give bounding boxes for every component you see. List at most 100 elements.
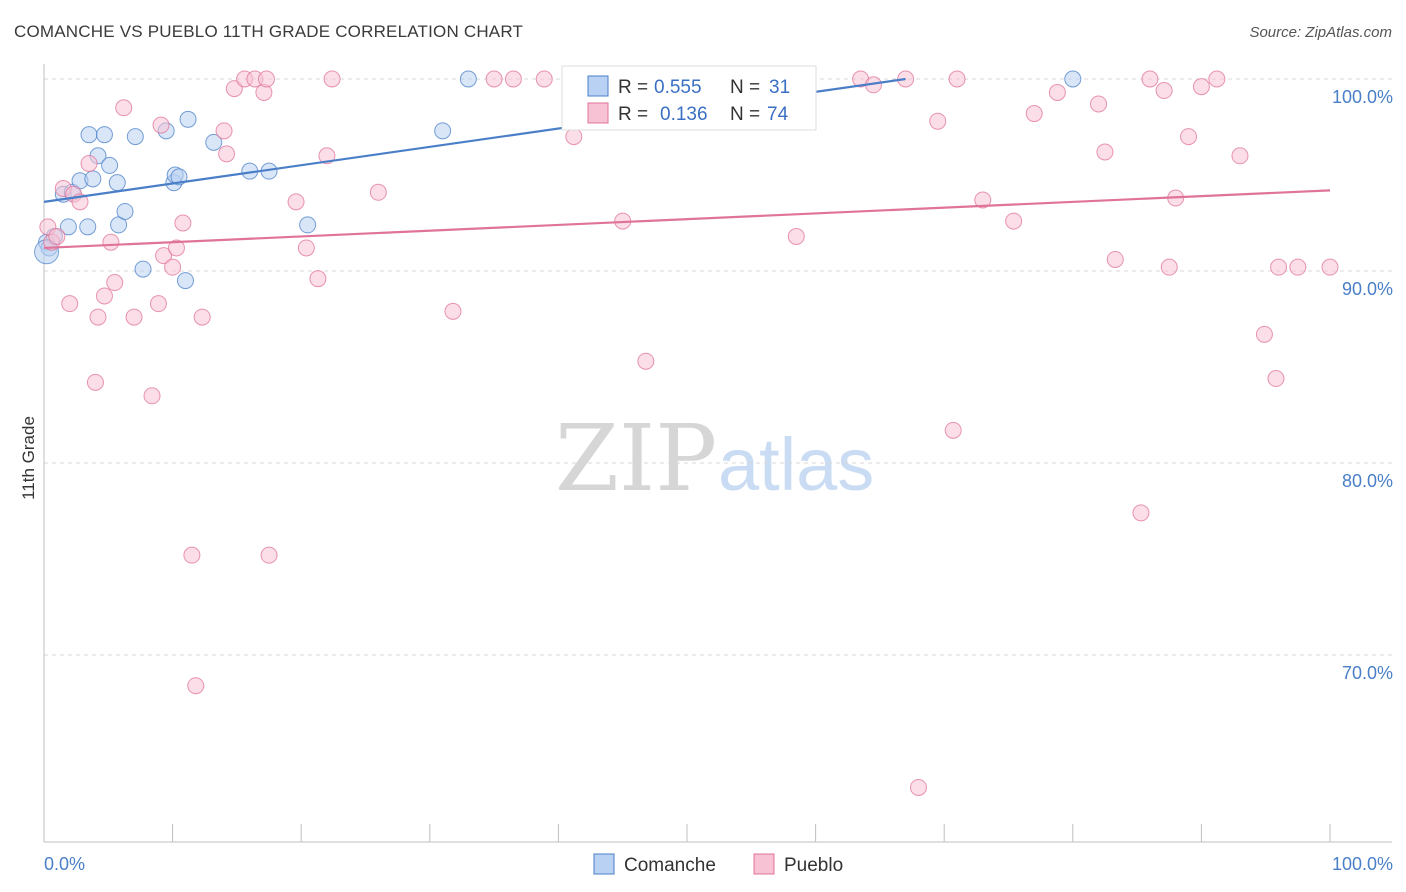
comanche-point bbox=[84, 170, 102, 188]
pueblo-point bbox=[323, 70, 341, 88]
comanche-point bbox=[1064, 70, 1082, 88]
legend-n-label-pueblo: N = bbox=[730, 104, 760, 125]
legend-n-label-comanche: N = bbox=[730, 77, 760, 98]
pueblo-point bbox=[1267, 370, 1285, 388]
trend-line-pueblo bbox=[43, 189, 1331, 250]
pueblo-point bbox=[102, 233, 120, 251]
pueblo-point bbox=[86, 373, 104, 391]
comanche-point bbox=[170, 168, 188, 186]
legend-swatch-pueblo-bottom bbox=[753, 853, 775, 875]
pueblo-point bbox=[1005, 212, 1023, 230]
comanche-point bbox=[59, 218, 77, 236]
legend-swatch-comanche-bottom bbox=[593, 853, 615, 875]
watermark-atlas: atlas bbox=[718, 423, 874, 506]
pueblo-point bbox=[309, 270, 327, 288]
series-legend: Comanche Pueblo bbox=[593, 853, 843, 876]
watermark-zip: ZIP bbox=[555, 405, 717, 512]
pueblo-point bbox=[929, 112, 947, 130]
stats-legend: R = 0.555 N = 31 R = 0.136 N = 74 bbox=[561, 65, 817, 131]
pueblo-point bbox=[287, 193, 305, 211]
pueblo-point bbox=[143, 387, 161, 405]
pueblo-point bbox=[485, 70, 503, 88]
pueblo-point bbox=[909, 778, 927, 796]
pueblo-point bbox=[1132, 504, 1150, 522]
pueblo-point bbox=[260, 546, 278, 564]
legend-r-label-comanche: R = bbox=[618, 77, 648, 98]
legend-r-label-pueblo: R = bbox=[618, 104, 648, 125]
pueblo-point bbox=[218, 145, 236, 163]
legend-swatch-comanche bbox=[587, 75, 609, 97]
pueblo-point bbox=[80, 154, 98, 172]
comanche-point bbox=[205, 133, 223, 151]
comanche-point bbox=[179, 110, 197, 128]
pueblo-point bbox=[155, 247, 173, 265]
y-tick-labels: 70.0% 80.0% 90.0% 100.0% bbox=[1332, 87, 1393, 683]
pueblo-point bbox=[1208, 70, 1226, 88]
pueblo-point bbox=[974, 191, 992, 209]
comanche-point bbox=[459, 70, 477, 88]
pueblo-point bbox=[787, 227, 805, 245]
pueblo-point bbox=[1160, 258, 1178, 276]
pueblo-point bbox=[106, 274, 124, 292]
x-tick-label-max: 100.0% bbox=[1332, 854, 1393, 874]
pueblo-point bbox=[89, 308, 107, 326]
pueblo-point bbox=[369, 183, 387, 201]
comanche-point bbox=[299, 216, 317, 234]
legend-label-pueblo: Pueblo bbox=[784, 855, 843, 876]
pueblo-point bbox=[535, 70, 553, 88]
x-tick-label-min: 0.0% bbox=[44, 854, 85, 874]
pueblo-point bbox=[297, 239, 315, 257]
pueblo-point bbox=[565, 128, 583, 146]
legend-r-pueblo: 0.136 bbox=[660, 104, 708, 125]
y-tick-label: 100.0% bbox=[1332, 87, 1393, 107]
pueblo-point bbox=[48, 227, 66, 245]
pueblo-point bbox=[1231, 147, 1249, 165]
pueblo-point bbox=[149, 295, 167, 313]
y-tick-label: 70.0% bbox=[1342, 663, 1393, 683]
comanche-point bbox=[79, 218, 97, 236]
source-label: Source: ZipAtlas.com bbox=[1249, 24, 1392, 41]
comanche-point bbox=[434, 122, 452, 140]
pueblo-point bbox=[1255, 325, 1273, 343]
pueblo-point bbox=[504, 70, 522, 88]
pueblo-point bbox=[95, 287, 113, 305]
chart-title: COMANCHE VS PUEBLO 11TH GRADE CORRELATIO… bbox=[14, 22, 524, 41]
pueblo-point bbox=[257, 70, 275, 88]
legend-label-comanche: Comanche bbox=[624, 855, 716, 876]
legend-n-pueblo: 74 bbox=[767, 104, 789, 125]
pueblo-point bbox=[1270, 258, 1288, 276]
comanche-point bbox=[80, 126, 98, 144]
axes bbox=[43, 64, 1392, 843]
comanche-point bbox=[134, 260, 152, 278]
pueblo-point bbox=[1321, 258, 1339, 276]
comanche-point bbox=[108, 174, 126, 192]
pueblo-point bbox=[152, 116, 170, 134]
comanche-point bbox=[126, 128, 144, 146]
pueblo-point bbox=[193, 308, 211, 326]
pueblo-point bbox=[944, 421, 962, 439]
comanche-point bbox=[101, 156, 119, 174]
pueblo-point bbox=[1048, 83, 1066, 101]
pueblo-point bbox=[183, 546, 201, 564]
pueblo-point bbox=[164, 258, 182, 276]
pueblo-point bbox=[61, 295, 79, 313]
y-tick-label: 90.0% bbox=[1342, 279, 1393, 299]
pueblo-point bbox=[1096, 143, 1114, 161]
pueblo-point bbox=[1090, 95, 1108, 113]
pueblo-point bbox=[167, 239, 185, 257]
legend-swatch-pueblo bbox=[587, 102, 609, 124]
pueblo-point bbox=[174, 214, 192, 232]
pueblo-point bbox=[187, 677, 205, 695]
pueblo-point bbox=[1289, 258, 1307, 276]
pueblo-point bbox=[1106, 250, 1124, 268]
pueblo-point bbox=[215, 122, 233, 140]
comanche-point bbox=[116, 202, 134, 220]
pueblo-point bbox=[637, 352, 655, 370]
legend-n-comanche: 31 bbox=[769, 77, 790, 98]
pueblo-point bbox=[125, 308, 143, 326]
comanche-point bbox=[95, 126, 113, 144]
pueblo-point bbox=[444, 302, 462, 320]
pueblo-point bbox=[318, 147, 336, 165]
pueblo-point bbox=[1180, 128, 1198, 146]
